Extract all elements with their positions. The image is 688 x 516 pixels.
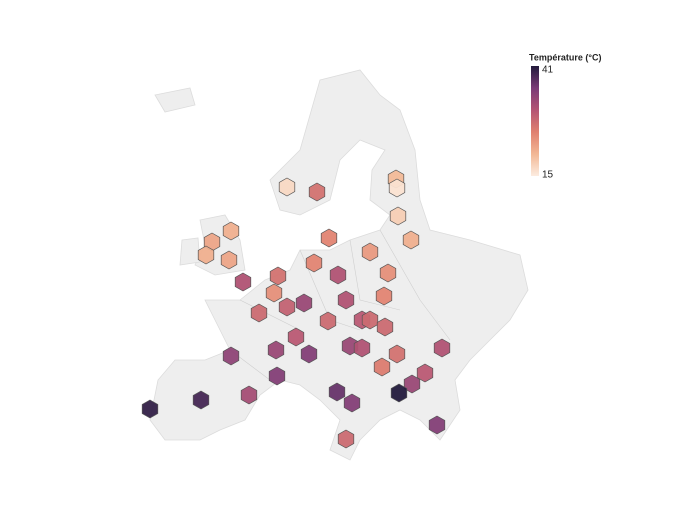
hexagon	[265, 283, 283, 303]
hexagon	[300, 344, 318, 364]
legend-title: Température (°C)	[529, 52, 601, 62]
continent	[149, 69, 529, 461]
hexagon	[197, 245, 215, 265]
hexagon	[353, 338, 371, 358]
hexagon	[250, 303, 268, 323]
legend-min: 15	[542, 170, 554, 181]
hexagons	[141, 169, 451, 449]
hexagon	[428, 415, 446, 435]
hexagon	[373, 357, 391, 377]
ireland	[179, 237, 201, 266]
hexagon	[220, 250, 238, 270]
hexagon	[269, 266, 287, 286]
hexagon	[287, 327, 305, 347]
hexagon	[388, 344, 406, 364]
hexagon	[375, 286, 393, 306]
hexagon	[403, 374, 421, 394]
hexagon	[343, 393, 361, 413]
hexagon	[295, 293, 313, 313]
legend-bar	[531, 66, 539, 176]
hexagon	[337, 429, 355, 449]
iceland	[154, 87, 196, 113]
hexagon	[222, 346, 240, 366]
hexagon	[433, 338, 451, 358]
hexagon	[402, 230, 420, 250]
hexagon	[388, 178, 406, 198]
hexagon	[305, 253, 323, 273]
hexagon	[308, 182, 326, 202]
hexagon	[390, 383, 408, 403]
hexagon	[320, 228, 338, 248]
hexagon	[361, 310, 379, 330]
hexagon	[361, 242, 379, 262]
hexagon	[416, 363, 434, 383]
hexagon	[328, 382, 346, 402]
hexagon	[379, 263, 397, 283]
hexagon	[141, 399, 159, 419]
legend-max: 41	[542, 65, 554, 76]
hexagon	[278, 297, 296, 317]
hexagon	[329, 265, 347, 285]
hexagon	[240, 385, 258, 405]
hexagon	[389, 206, 407, 226]
hexagon	[376, 317, 394, 337]
hexagon	[278, 177, 296, 197]
hexagon	[319, 311, 337, 331]
hexagon	[267, 340, 285, 360]
hexagon	[337, 290, 355, 310]
hexagon	[234, 272, 252, 292]
hexagon	[192, 390, 210, 410]
hexagon	[268, 366, 286, 386]
hexagon	[222, 221, 240, 241]
